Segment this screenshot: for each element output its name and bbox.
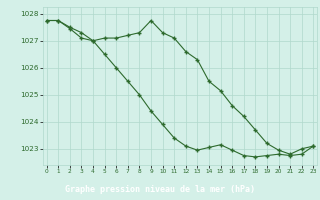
Text: Graphe pression niveau de la mer (hPa): Graphe pression niveau de la mer (hPa) [65, 185, 255, 194]
